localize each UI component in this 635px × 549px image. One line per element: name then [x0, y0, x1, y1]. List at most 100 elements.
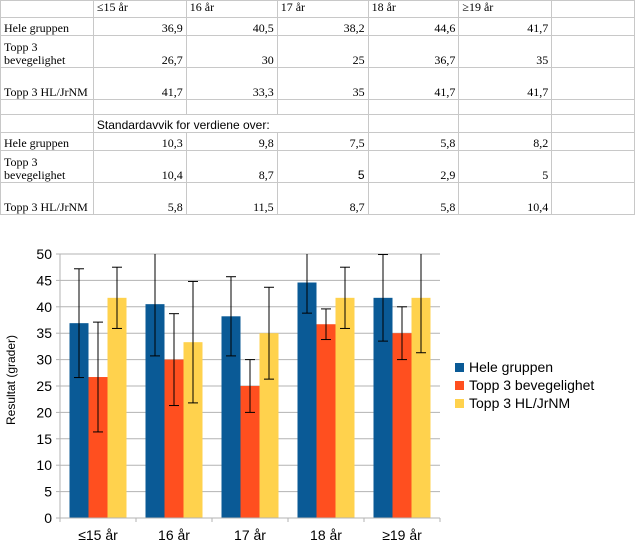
row-label[interactable]: Topp 3 HL/JrNM	[0, 182, 94, 215]
table-cell[interactable]: 5,8	[92, 182, 187, 215]
table-cell[interactable]	[0, 99, 94, 115]
bar	[221, 316, 241, 518]
row-label[interactable]: Hele gruppen	[0, 132, 94, 151]
table-cell[interactable]	[367, 114, 460, 133]
legend: Hele gruppen Topp 3 bevegelighet Topp 3 HL…	[455, 359, 594, 411]
x-tick-label: ≤15 år	[78, 527, 118, 543]
table-cell[interactable]	[458, 99, 553, 115]
table-cell[interactable]	[551, 99, 635, 115]
table-cell[interactable]: 5,8	[367, 182, 460, 215]
x-tick-label: 18 år	[310, 527, 342, 543]
table-cell[interactable]: 30	[185, 35, 278, 68]
y-tick-label: 20	[36, 404, 52, 420]
table-cell[interactable]: 7,5	[276, 132, 369, 151]
header-cell[interactable]	[0, 0, 94, 18]
bar	[69, 323, 89, 518]
table-cell[interactable]	[551, 150, 635, 183]
table-cell[interactable]: 35	[276, 67, 369, 100]
table-cell[interactable]: 8,2	[458, 132, 553, 151]
table-cell[interactable]: 41,7	[458, 17, 553, 36]
header-row: ≤15 år 16 år 17 år 18 år ≥19 år	[0, 0, 635, 18]
table-cell[interactable]	[458, 114, 553, 133]
bar	[316, 324, 336, 518]
table-cell[interactable]	[551, 182, 635, 215]
bar	[297, 282, 317, 518]
table-row: Standardavvik for verdiene over:	[0, 114, 635, 133]
y-tick-label: 40	[36, 299, 52, 315]
table-cell[interactable]: 10,4	[92, 150, 187, 183]
table-row	[0, 99, 635, 115]
bar	[183, 342, 203, 518]
header-cell[interactable]: 17 år	[276, 0, 369, 18]
table-cell[interactable]: 9,8	[185, 132, 278, 151]
y-tick-label: 25	[36, 378, 52, 394]
y-tick-label: 0	[44, 510, 52, 526]
table-cell[interactable]: 41,7	[92, 67, 187, 100]
legend-swatch	[455, 381, 464, 390]
table-cell[interactable]: 38,2	[276, 17, 369, 36]
y-axis-label: Resultat (grader)	[4, 335, 18, 425]
table-cell[interactable]	[185, 99, 278, 115]
error-bars	[74, 254, 426, 433]
axes: 0 5 10 15 20 25 30 35 40 45 50 ≤15 år 16 år 17 år 18 å…	[36, 246, 441, 543]
table-row: Topp 3 HL/JrNM 41,7 33,3 35 41,7 41,7	[0, 67, 635, 100]
table-cell[interactable]	[551, 17, 635, 36]
table-cell[interactable]: 44,6	[367, 17, 460, 36]
table-cell[interactable]	[551, 67, 635, 100]
header-cell[interactable]	[551, 0, 635, 18]
table-cell[interactable]: 41,7	[458, 67, 553, 100]
table-cell[interactable]: 5	[458, 150, 553, 183]
bar	[240, 386, 260, 518]
table-cell[interactable]: 36,7	[367, 35, 460, 68]
legend-swatch	[455, 399, 464, 408]
table-cell[interactable]: 41,7	[367, 67, 460, 100]
row-label[interactable]: Topp 3 HL/JrNM	[0, 67, 94, 100]
table-cell[interactable]	[551, 35, 635, 68]
y-tick-label: 5	[44, 484, 52, 500]
bar	[145, 304, 165, 518]
row-label[interactable]: Hele gruppen	[0, 17, 94, 36]
table-cell[interactable]: 8,7	[185, 150, 278, 183]
x-tick-label: ≥19 år	[382, 527, 422, 543]
bar-chart: 0 5 10 15 20 25 30 35 40 45 50 ≤15 år 16 år 17 år 18 å…	[4, 246, 594, 543]
table-cell[interactable]: 10,3	[92, 132, 187, 151]
header-cell[interactable]: 16 år	[185, 0, 278, 18]
table-cell[interactable]: 26,7	[92, 35, 187, 68]
table-row: Topp 3 HL/JrNM 5,8 11,5 8,7 5,8 10,4	[0, 182, 635, 215]
table-cell[interactable]: 33,3	[185, 67, 278, 100]
table-cell[interactable]	[551, 114, 635, 133]
table-cell[interactable]	[551, 132, 635, 151]
table-cell[interactable]: 5	[276, 150, 369, 183]
table-cell[interactable]	[92, 99, 187, 115]
table-cell[interactable]: 40,5	[185, 17, 278, 36]
row-label[interactable]: Topp 3 bevegelighet	[0, 35, 94, 68]
y-tick-label: 10	[36, 457, 52, 473]
table-cell[interactable]: 2,9	[367, 150, 460, 183]
legend-label: Topp 3 bevegelighet	[469, 377, 594, 393]
table-row: Hele gruppen 10,3 9,8 7,5 5,8 8,2	[0, 132, 635, 151]
sd-title[interactable]: Standardavvik for verdiene over:	[92, 114, 369, 133]
header-cell[interactable]: 18 år	[367, 0, 460, 18]
table-cell[interactable]: 8,7	[276, 182, 369, 215]
table-cell[interactable]	[0, 114, 94, 133]
table-cell[interactable]	[276, 99, 369, 115]
y-tick-label: 35	[36, 325, 52, 341]
y-tick-label: 30	[36, 352, 52, 368]
legend-label: Topp 3 HL/JrNM	[469, 395, 570, 411]
table-row: Topp 3 bevegelighet 10,4 8,7 5 2,9 5	[0, 150, 635, 183]
table-cell[interactable]	[367, 99, 460, 115]
table-cell[interactable]: 11,5	[185, 182, 278, 215]
table-cell[interactable]: 5,8	[367, 132, 460, 151]
header-cell[interactable]: ≤15 år	[92, 0, 187, 18]
table-cell[interactable]: 35	[458, 35, 553, 68]
header-cell[interactable]: ≥19 år	[458, 0, 553, 18]
table-cell[interactable]: 10,4	[458, 182, 553, 215]
row-label[interactable]: Topp 3 bevegelighet	[0, 150, 94, 183]
x-tick-label: 17 år	[234, 527, 266, 543]
legend-swatch	[455, 363, 464, 372]
bars	[69, 282, 431, 518]
bar	[107, 297, 127, 518]
table-cell[interactable]: 36,9	[92, 17, 187, 36]
table-cell[interactable]: 25	[276, 35, 369, 68]
x-tick-label: 16 år	[158, 527, 190, 543]
